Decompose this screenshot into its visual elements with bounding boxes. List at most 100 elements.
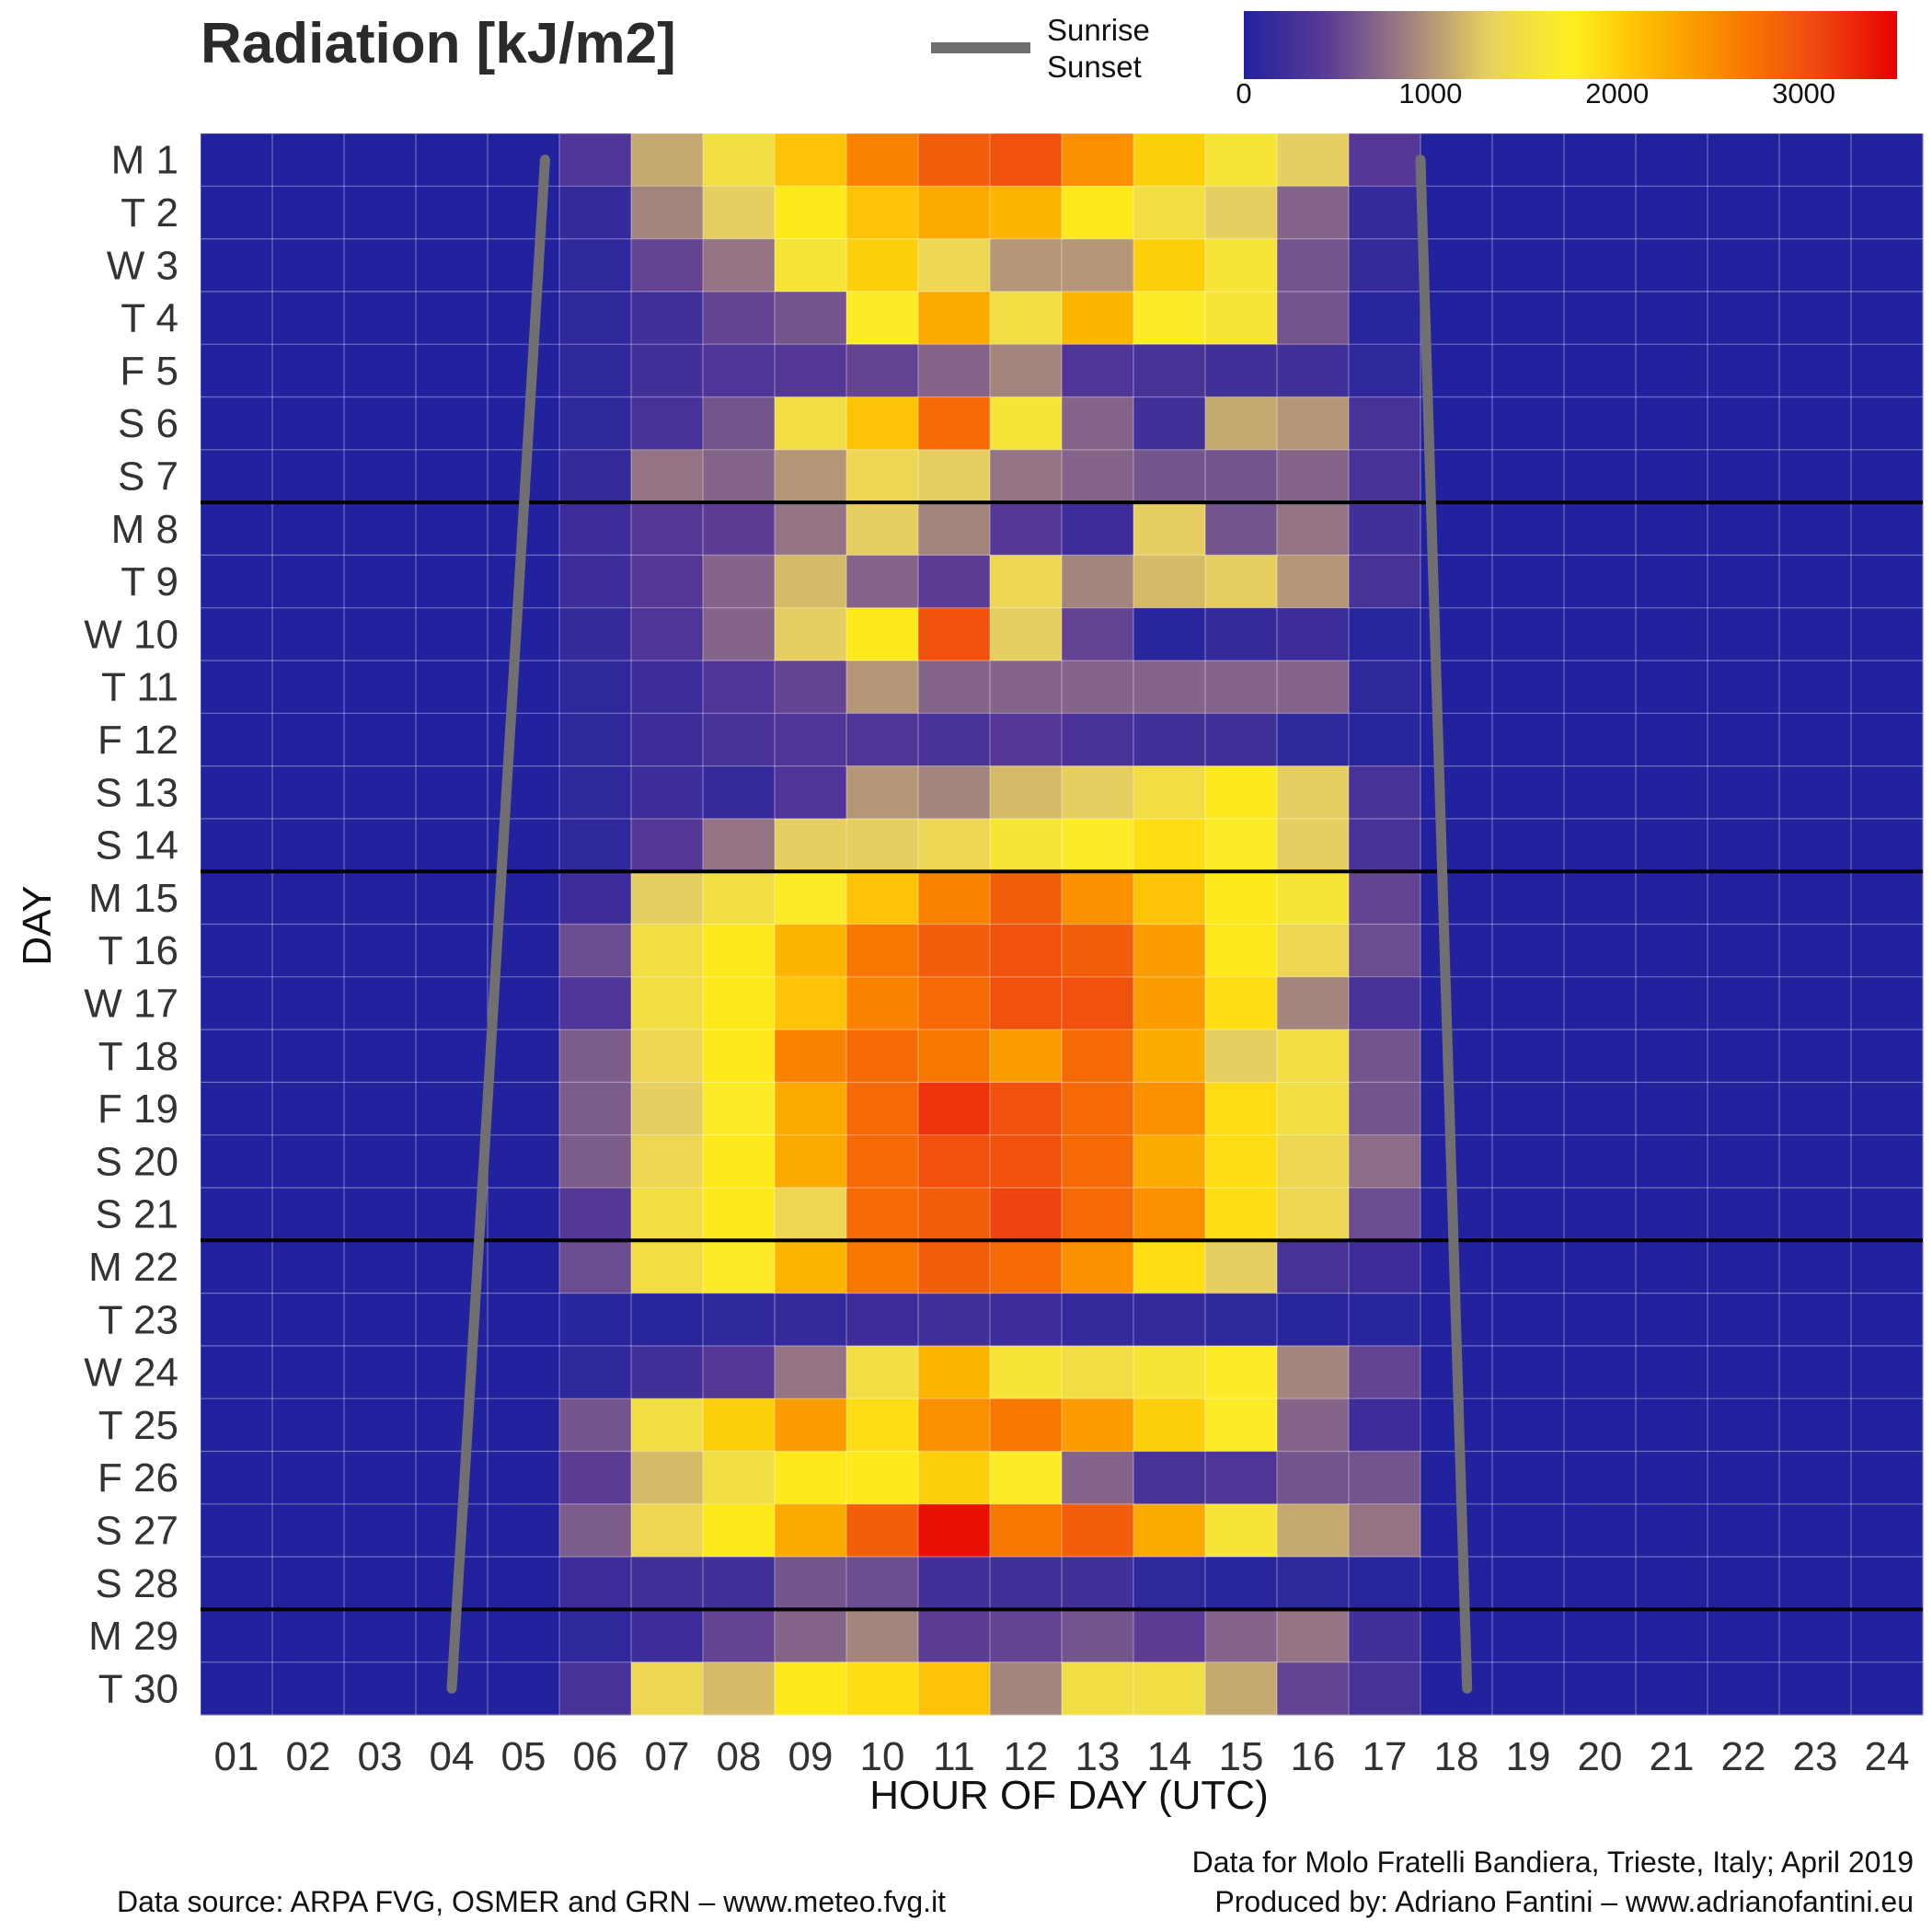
heatmap-cell [775,238,847,293]
day-label: M 1 [111,138,178,183]
week-separators [201,500,1923,1612]
heatmap-cell [1062,397,1134,451]
heatmap-cell [1492,924,1565,978]
heatmap-cell [1205,291,1278,345]
heatmap-cell [488,186,560,240]
heatmap-cell [631,713,704,767]
heatmap-cell [1420,186,1493,240]
heatmap-cell [1133,976,1206,1030]
heatmap-cell [918,1503,991,1558]
heatmap-cell [1779,186,1852,240]
heatmap-cell [1349,1293,1421,1347]
heatmap-cell [559,133,632,187]
hour-label: 02 [286,1734,331,1779]
heatmap-cell [1564,502,1637,556]
heatmap-cell [703,1345,776,1399]
heatmap-cell [918,1188,991,1241]
heatmap-cell [1420,924,1493,978]
heatmap-cell [559,871,632,925]
heatmap-cell [1492,1398,1565,1452]
heatmap-cell [846,976,919,1030]
footer-data-location: Data for Molo Fratelli Bandiera, Trieste… [1192,1846,1914,1879]
heatmap-cell [1062,502,1134,556]
heatmap-cell [1708,976,1780,1030]
heatmap-cell [344,344,417,397]
heatmap-cell [918,344,991,397]
heatmap-cell [344,449,417,503]
heatmap-cell [1133,449,1206,503]
heatmap-cell [1492,1503,1565,1558]
heatmap-cell [1420,713,1493,767]
hour-label: 01 [214,1734,259,1779]
heatmap-cell [1205,1662,1278,1716]
heatmap-cell [1349,291,1421,345]
heatmap-cell [703,607,776,661]
heatmap-cell [1779,344,1852,397]
heatmap-cell [918,449,991,503]
heatmap-cell [272,1240,345,1294]
heatmap-cell [1205,1557,1278,1610]
heatmap-cell [990,1345,1063,1399]
heatmap-cell [1708,713,1780,767]
heatmap-cell [1133,238,1206,293]
heatmap-cell [272,1662,345,1716]
heatmap-cell [344,1557,417,1610]
heatmap-cell [1205,713,1278,767]
heatmap-cell [846,1609,919,1663]
heatmap-cell [1564,1662,1637,1716]
heatmap-cell [775,713,847,767]
heatmap-cell [416,1503,489,1558]
heatmap-cell [1133,1398,1206,1452]
heatmap-cell [703,1082,776,1136]
heatmap-cell [1062,291,1134,345]
heatmap-cell [1779,661,1852,714]
heatmap-cell [1062,1451,1134,1505]
heatmap-cell [1564,1451,1637,1505]
heatmap-cell [775,1503,847,1558]
heatmap-cell [1851,1609,1924,1663]
heatmap-cell [1277,607,1350,661]
heatmap-cell [488,713,560,767]
heatmap-cell [559,1029,632,1083]
heatmap-cell [990,713,1063,767]
heatmap-cell [201,871,273,925]
heatmap-cell [201,818,273,872]
heatmap-cell [631,397,704,451]
heatmap-cell [488,291,560,345]
heatmap-cell [416,661,489,714]
heatmap-cell [631,1451,704,1505]
hour-label: 22 [1721,1734,1766,1779]
heatmap-cell [416,555,489,609]
heatmap-cell [201,238,273,293]
heatmap-cell [703,1609,776,1663]
heatmap-cell [631,502,704,556]
heatmap-cell [416,291,489,345]
heatmap-cell [1062,555,1134,609]
heatmap-cell [1062,818,1134,872]
colorbar-tick-label: 2000 [1585,77,1649,109]
footer-data-source: Data source: ARPA FVG, OSMER and GRN – w… [117,1885,946,1918]
heatmap-cell [1708,555,1780,609]
heatmap-cell [1277,1293,1350,1347]
heatmap-cell [918,607,991,661]
heatmap-cell [1349,344,1421,397]
heatmap-cell [344,924,417,978]
heatmap-cell [846,1398,919,1452]
heatmap-cell [1277,502,1350,556]
heatmap-cell [990,1398,1063,1452]
heatmap-cell [918,397,991,451]
heatmap-cell [1851,1662,1924,1716]
day-label: T 4 [121,296,178,341]
heatmap-cell [846,344,919,397]
heatmap-cell [1708,1082,1780,1136]
heatmap-cell [1205,1398,1278,1452]
heatmap-cell [1349,502,1421,556]
heatmap-cell [775,871,847,925]
heatmap-cell [201,186,273,240]
heatmap-cell [703,133,776,187]
heatmap-cell [918,1451,991,1505]
heatmap-cell [272,502,345,556]
heatmap-cell [631,1662,704,1716]
heatmap-cell [631,1398,704,1452]
day-label: W 10 [84,612,178,657]
